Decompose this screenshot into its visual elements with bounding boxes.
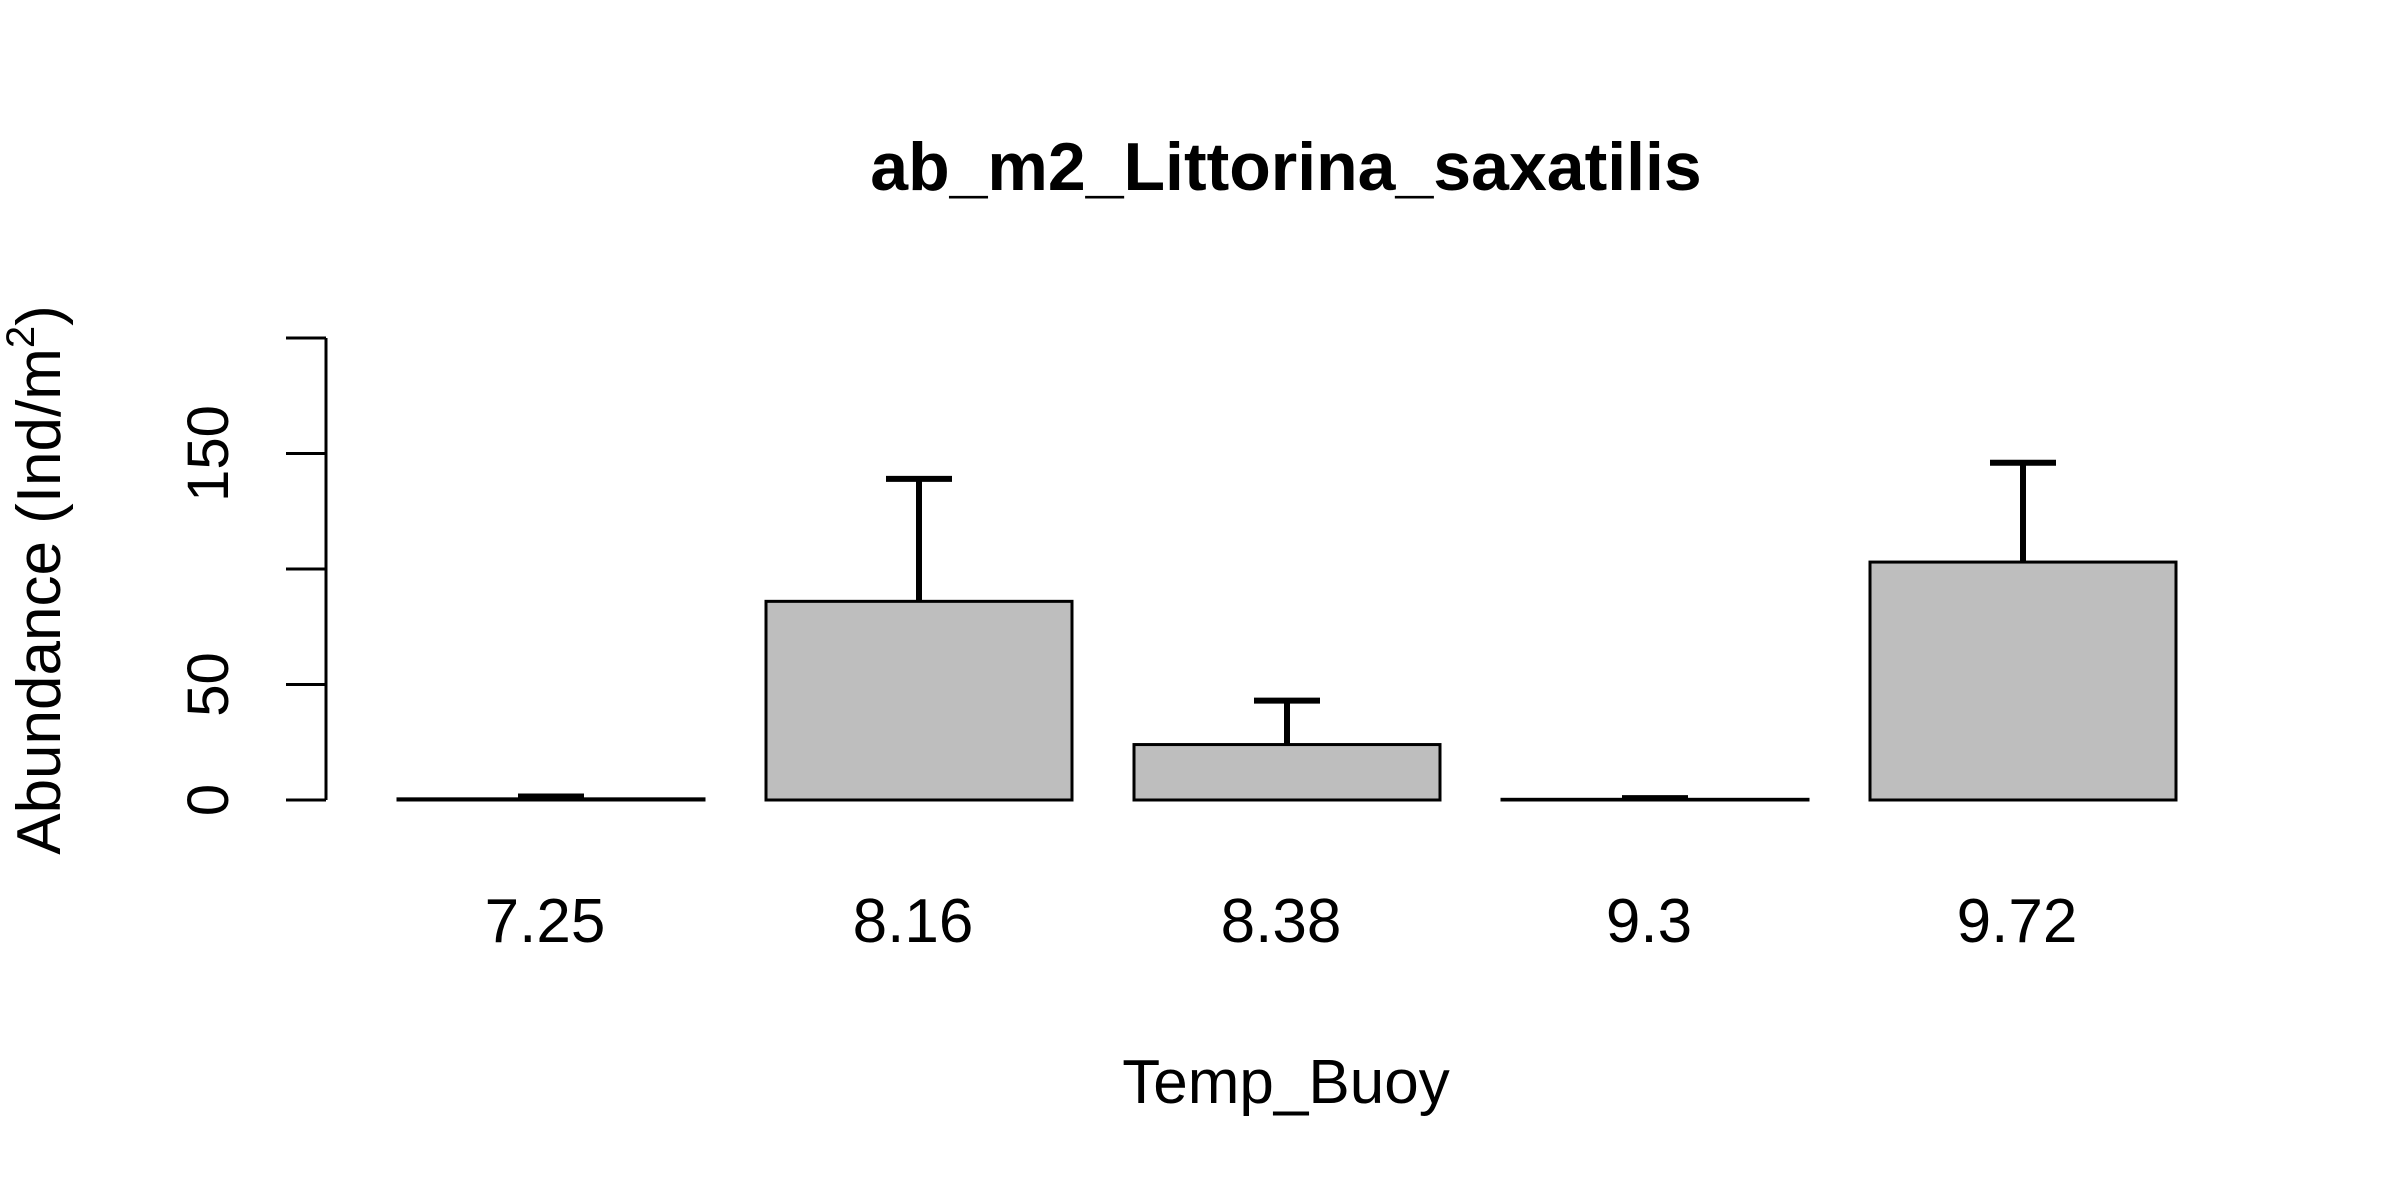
y-tick-label: 150 <box>176 405 241 502</box>
x-category-labels: 7.25 8.16 8.38 9.3 9.72 <box>485 887 2078 956</box>
bar <box>1132 743 1442 802</box>
bar <box>764 599 1074 802</box>
y-axis-label-superscript: 2 <box>0 326 43 348</box>
error-bars <box>518 459 2056 802</box>
x-category-label: 9.72 <box>1957 887 2078 956</box>
x-category-label: 9.3 <box>1606 887 1692 956</box>
x-category-label: 7.25 <box>485 887 606 956</box>
y-axis-label-main: Abundance (Ind/m <box>5 348 74 855</box>
y-tick-label: 50 <box>176 652 241 717</box>
bars <box>396 560 2178 802</box>
chart-title: ab_m2_Littorina_saxatilis <box>870 129 1701 205</box>
y-axis-label-suffix: ) <box>5 305 74 326</box>
x-axis-label: Temp_Buoy <box>1122 1048 1449 1117</box>
x-category-label: 8.16 <box>853 887 974 956</box>
y-axis-label: Abundance (Ind/m2) <box>0 305 74 855</box>
y-axis: 0 50 150 <box>176 336 328 816</box>
y-tick-label: 0 <box>176 784 241 816</box>
bar <box>1868 560 2178 802</box>
x-category-label: 8.38 <box>1221 887 1342 956</box>
